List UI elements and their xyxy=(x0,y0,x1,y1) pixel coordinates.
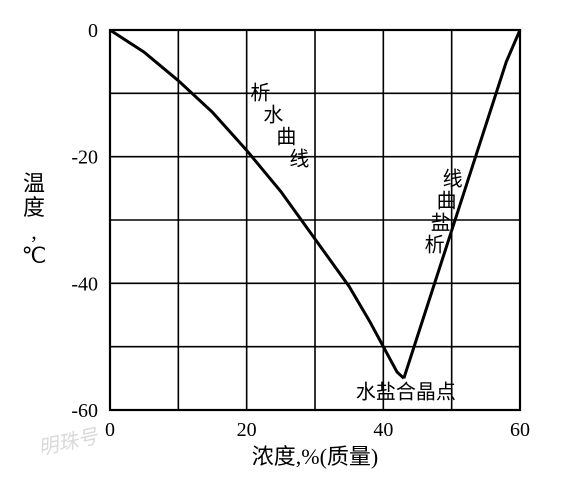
x-tick-label: 20 xyxy=(237,419,257,441)
y-tick-label: -20 xyxy=(71,147,98,169)
chart-background xyxy=(0,0,578,500)
x-axis-label: 浓度,%(质量) xyxy=(252,444,378,469)
y-axis-label: 温度,℃ xyxy=(22,171,47,268)
label-eutectic-point: 水盐合晶点 xyxy=(356,380,456,403)
x-tick-label: 60 xyxy=(510,419,530,441)
x-tick-label: 40 xyxy=(373,419,393,441)
y-tick-label: -60 xyxy=(71,400,98,422)
y-tick-label: 0 xyxy=(88,20,98,42)
phase-diagram-chart: 明珠号02040600-20-40-60浓度,%(质量)温度,℃析水曲线析盐曲线… xyxy=(0,0,578,500)
x-tick-label: 0 xyxy=(105,419,115,441)
y-tick-label: -40 xyxy=(71,273,98,295)
